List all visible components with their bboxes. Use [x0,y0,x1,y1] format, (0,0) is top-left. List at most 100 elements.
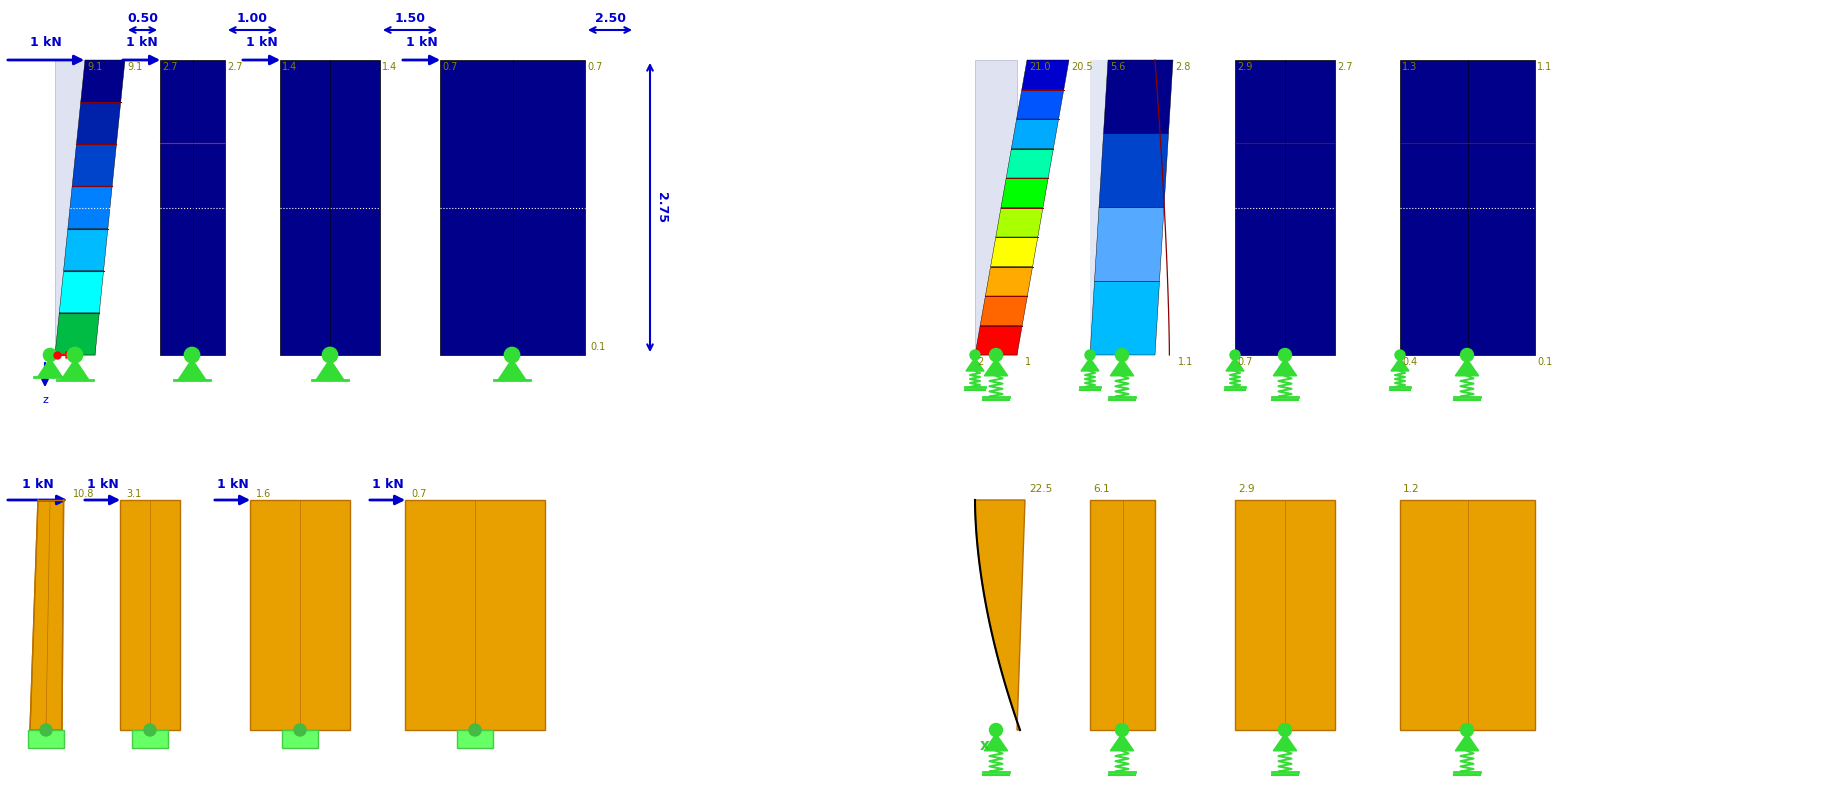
Text: 2: 2 [976,357,984,367]
Text: 2.75: 2.75 [656,192,669,223]
Text: 1.00: 1.00 [238,12,267,25]
Text: 10.8: 10.8 [74,489,94,499]
Text: 0.7: 0.7 [442,62,457,72]
Polygon shape [179,360,206,381]
Bar [160,60,225,355]
Text: 0.7: 0.7 [411,489,426,499]
Text: 5.6: 5.6 [1111,62,1125,72]
Circle shape [1461,723,1474,737]
Text: 1.1: 1.1 [1179,357,1194,367]
Circle shape [1116,348,1129,361]
Polygon shape [1094,208,1164,281]
Text: 1.1: 1.1 [1536,62,1553,72]
Polygon shape [1006,149,1054,178]
Polygon shape [997,208,1043,237]
Circle shape [1278,723,1291,737]
Text: 1 kN: 1 kN [217,478,249,491]
Bar [1090,500,1155,730]
Text: 1 kN: 1 kN [245,36,278,49]
Text: 0.50: 0.50 [127,12,158,25]
Bar [133,730,168,748]
Polygon shape [1017,90,1065,119]
Polygon shape [974,500,1024,730]
Text: 21.0: 21.0 [1030,62,1050,72]
Circle shape [322,347,337,363]
Text: 1.4: 1.4 [381,62,398,72]
Polygon shape [1000,178,1048,208]
Polygon shape [61,360,88,381]
Text: 6.1: 6.1 [1092,484,1109,494]
Bar [120,500,181,730]
Bar [280,60,379,355]
Text: 2.9: 2.9 [1238,484,1254,494]
Bar [251,500,350,730]
Text: 2.7: 2.7 [227,62,243,72]
Polygon shape [984,359,1008,376]
Circle shape [989,723,1002,737]
Text: 2.50: 2.50 [595,12,626,25]
Circle shape [1230,350,1240,360]
Polygon shape [1111,359,1133,376]
Text: 2.7: 2.7 [1337,62,1352,72]
Text: x: x [980,738,989,753]
Circle shape [295,724,306,736]
Text: 0.7: 0.7 [1238,357,1253,367]
Polygon shape [1100,134,1168,208]
Polygon shape [980,296,1028,326]
Text: 20.5: 20.5 [1070,62,1092,72]
Polygon shape [1081,358,1100,371]
Polygon shape [1090,281,1159,355]
Polygon shape [1455,734,1479,751]
Polygon shape [76,102,122,145]
Text: 3.1: 3.1 [125,489,142,499]
Polygon shape [497,360,527,381]
Polygon shape [1011,119,1059,149]
Circle shape [1394,350,1405,360]
Polygon shape [1111,734,1133,751]
Circle shape [971,350,980,360]
Bar [1400,500,1534,730]
Polygon shape [1022,60,1068,90]
Polygon shape [1090,60,1155,355]
Circle shape [1116,723,1129,737]
Text: 22.5: 22.5 [1030,484,1052,494]
Text: 2.8: 2.8 [1175,62,1190,72]
Circle shape [1278,348,1291,361]
Polygon shape [55,60,96,355]
Polygon shape [985,267,1033,296]
Polygon shape [55,313,99,355]
Circle shape [1461,348,1474,361]
Polygon shape [317,360,344,381]
Polygon shape [81,60,125,102]
Polygon shape [59,271,103,313]
Bar [1234,500,1335,730]
Bar [28,730,64,748]
Circle shape [44,348,57,362]
Bar [282,730,319,748]
Text: 1 kN: 1 kN [22,478,53,491]
Polygon shape [1227,358,1243,371]
Text: 9.1: 9.1 [87,62,103,72]
Text: 1.3: 1.3 [1402,62,1416,72]
Text: 1 kN: 1 kN [405,36,437,49]
Circle shape [41,724,52,736]
Polygon shape [974,326,1022,355]
Text: 1.4: 1.4 [282,62,297,72]
Polygon shape [72,145,116,187]
Circle shape [184,347,199,363]
Circle shape [989,348,1002,361]
Text: 1: 1 [1024,357,1032,367]
Bar [1234,60,1335,355]
Polygon shape [1273,359,1297,376]
Polygon shape [1391,358,1409,371]
Bar [405,500,545,730]
Text: 1.2: 1.2 [1404,484,1420,494]
Polygon shape [29,500,64,730]
Text: 1.6: 1.6 [256,489,271,499]
Polygon shape [1103,60,1173,134]
Text: 9.1: 9.1 [127,62,142,72]
Text: 0.7: 0.7 [588,62,602,72]
Text: 2.7: 2.7 [162,62,177,72]
Circle shape [68,347,83,363]
Polygon shape [974,60,1017,355]
